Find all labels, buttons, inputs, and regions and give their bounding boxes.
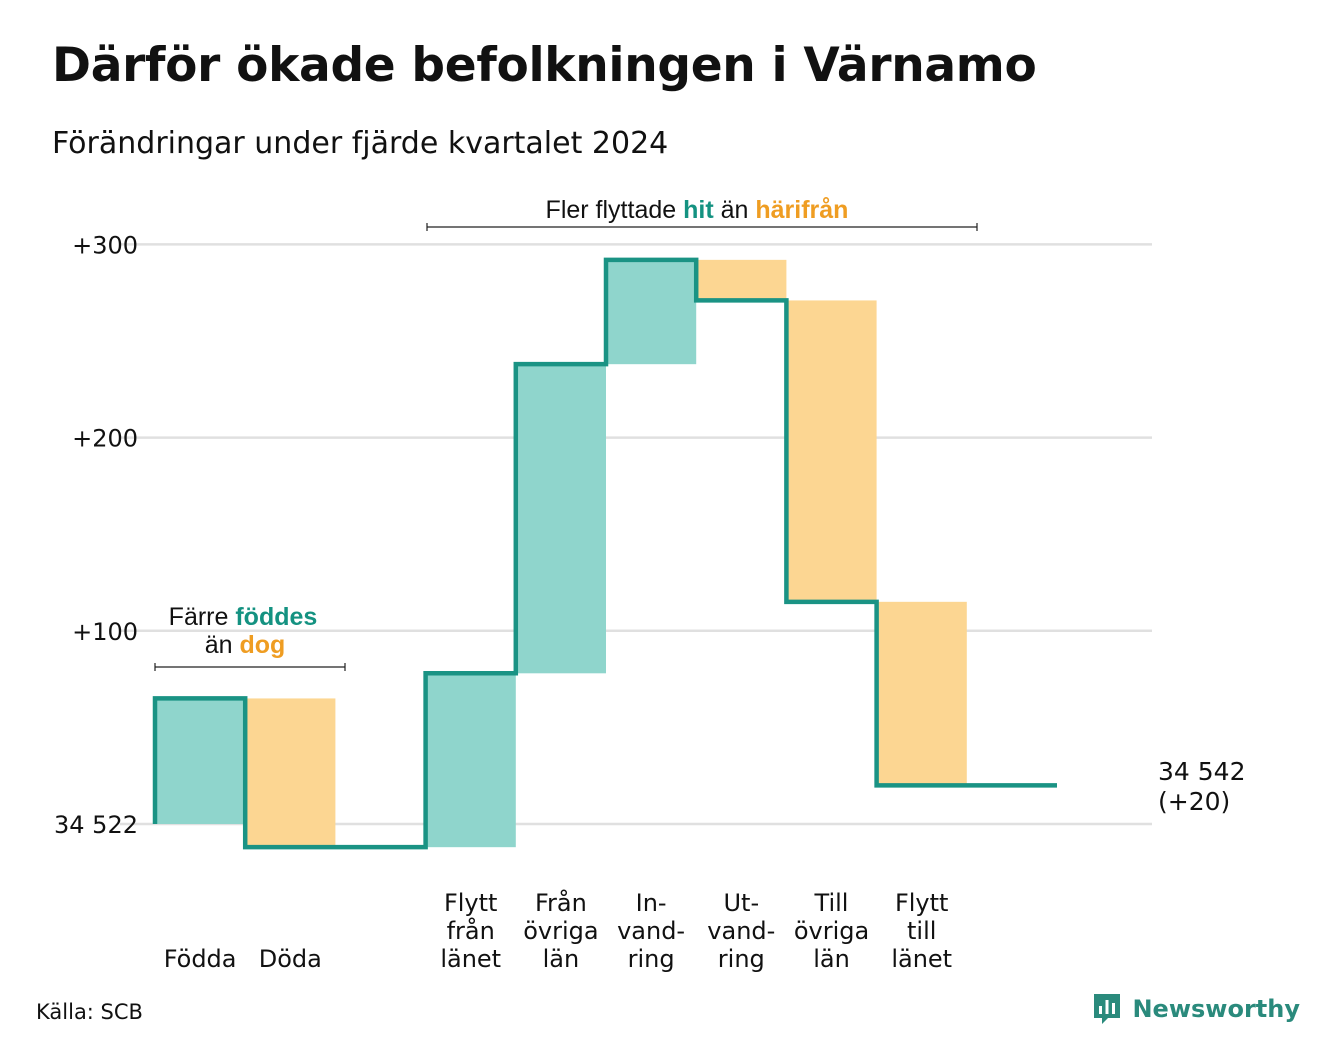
y-axis: 34 522 +100 +200 +300	[54, 231, 138, 839]
chart-subtitle: Förändringar under fjärde kvartalet 2024	[52, 126, 669, 161]
y-tick-label: +200	[72, 425, 138, 453]
waterfall-bar-3	[427, 673, 516, 848]
x-tick-label: Flytt	[895, 889, 949, 917]
cumulative-step-line	[152, 257, 1057, 850]
x-tick-label: vand-	[707, 917, 775, 945]
x-tick-label: Ut-	[723, 889, 759, 917]
migration-annotation-highlight2: härifrån	[755, 196, 848, 224]
x-tick-label: vand-	[617, 917, 685, 945]
brand-name: Newsworthy	[1132, 995, 1300, 1023]
end-change: (+20)	[1158, 787, 1230, 816]
births-annotation: Färre föddes än dog	[154, 603, 346, 671]
end-value-label: 34 542 (+20)	[1158, 757, 1245, 816]
x-axis: Födda DödaFlyttfrånlänetFrånövrigalänIn-v…	[164, 888, 952, 973]
x-tick-label: län	[813, 945, 850, 973]
x-tick-label: Födda	[164, 945, 237, 973]
x-tick-label: övriga	[794, 917, 869, 945]
bar-chart-logo-icon	[1094, 994, 1121, 1024]
end-value: 34 542	[1158, 757, 1245, 786]
births-annotation-middle: än	[205, 631, 240, 659]
migration-annotation-highlight: hit	[683, 196, 714, 224]
births-annotation-prefix: Färre	[169, 603, 236, 631]
svg-text:Färre föddes: Färre föddes	[169, 603, 318, 631]
migration-annotation: Fler flyttade hit än härifrån	[426, 196, 978, 231]
migration-bracket	[426, 223, 978, 231]
waterfall-bar-7	[787, 300, 877, 602]
migration-annotation-middle: än	[714, 196, 756, 224]
x-tick-label: till	[907, 917, 936, 945]
x-tick-label: övriga	[523, 917, 598, 945]
x-tick-label: In-	[636, 889, 667, 917]
x-tick-label: Döda	[259, 945, 322, 973]
waterfall-bars	[156, 259, 967, 848]
x-tick-label: länet	[891, 945, 952, 973]
waterfall-bar-0	[156, 698, 246, 824]
y-tick-label: 34 522	[54, 811, 138, 839]
waterfall-bar-8	[878, 601, 967, 786]
x-tick-label: Från	[535, 888, 587, 917]
x-tick-label: Flytt	[444, 889, 498, 917]
chart-title: Därför ökade befolkningen i Värnamo	[52, 38, 1037, 93]
brand-logo: Newsworthy	[1092, 992, 1300, 1026]
x-tick-label: län	[543, 945, 580, 973]
waterfall-bar-1	[246, 698, 336, 848]
svg-text:än dog: än dog	[205, 631, 286, 659]
y-tick-label: +100	[72, 618, 138, 646]
x-tick-label: ring	[628, 945, 675, 973]
x-tick-label: från	[447, 916, 495, 945]
migration-annotation-prefix: Fler flyttade	[546, 196, 684, 224]
waterfall-bar-4	[517, 364, 606, 674]
cumulative-line	[152, 257, 1057, 850]
x-tick-label: Till	[814, 889, 849, 917]
x-tick-label: ring	[718, 945, 765, 973]
svg-text:Fler flyttade hit än härifrån: Fler flyttade hit än härifrån	[546, 196, 849, 224]
waterfall-bar-6	[697, 259, 787, 301]
births-annotation-highlight2: dog	[239, 631, 285, 659]
waterfall-bar-5	[607, 259, 697, 365]
source-note: Källa: SCB	[36, 1000, 143, 1024]
births-bracket	[154, 663, 346, 671]
x-tick-label: länet	[440, 945, 501, 973]
births-annotation-highlight: föddes	[235, 603, 317, 631]
y-tick-label: +300	[72, 231, 138, 259]
